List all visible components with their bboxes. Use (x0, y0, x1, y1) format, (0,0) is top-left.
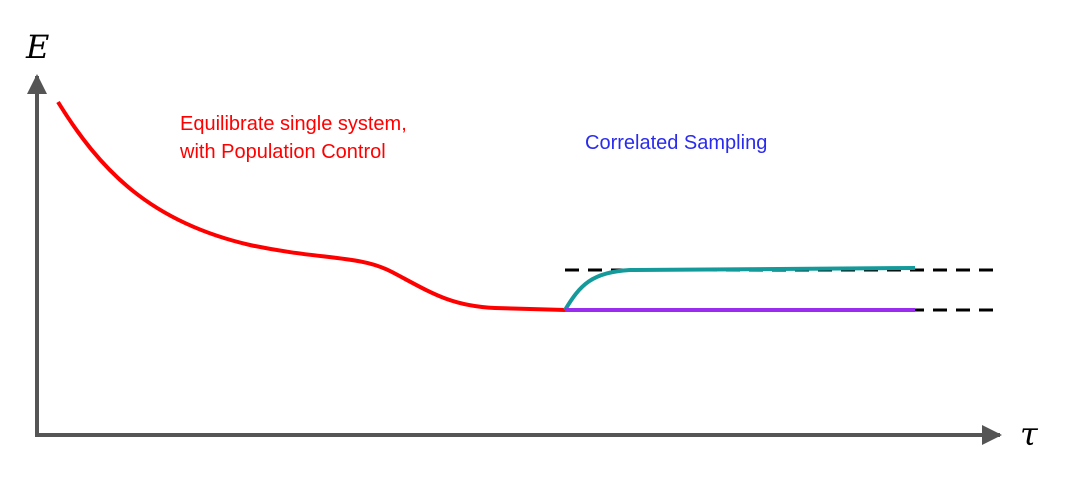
x-axis-label: τ (1020, 415, 1039, 453)
correlated-curve (563, 266, 916, 312)
annotation: with Population Control (179, 141, 386, 163)
equilibration-curve (56, 100, 566, 312)
annotations: Equilibrate single system, with Populatio… (179, 113, 767, 163)
y-axis-label: E (25, 28, 49, 66)
annotation: Equilibrate single system, (180, 113, 407, 135)
annotation: Correlated Sampling (585, 132, 767, 154)
